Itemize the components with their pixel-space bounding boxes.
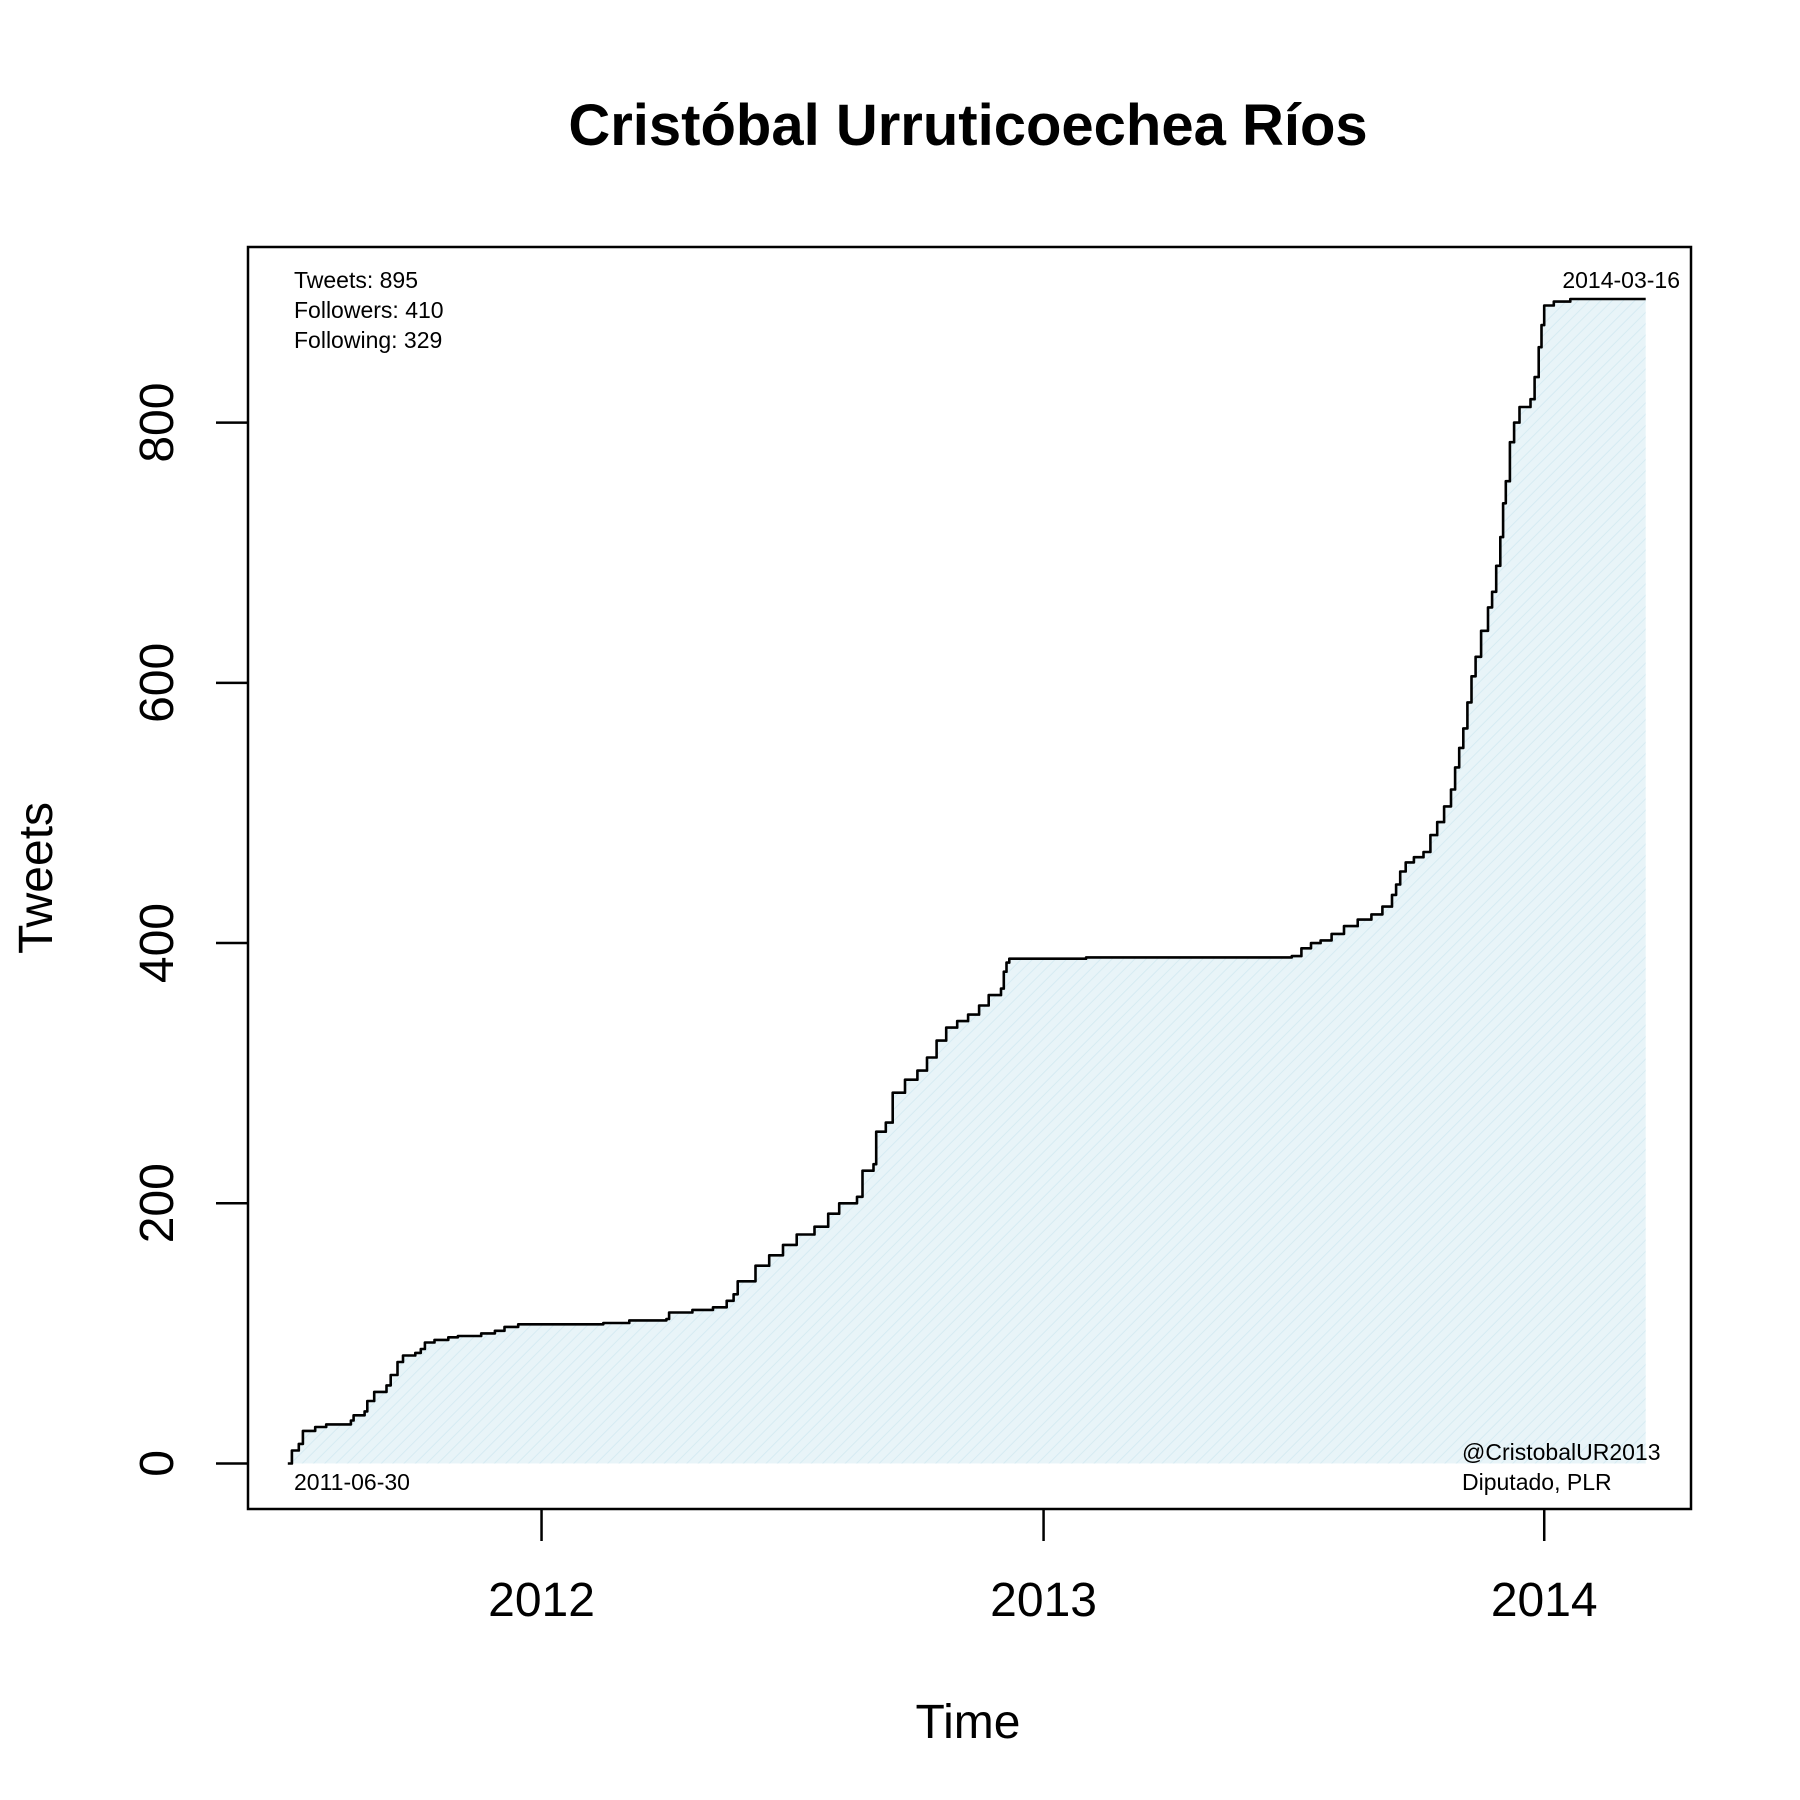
stat-following: Following: 329 [294, 327, 442, 353]
account-role: Diputado, PLR [1462, 1469, 1612, 1495]
y-tick-label-400: 400 [131, 903, 184, 983]
y-axis-title: Tweets [10, 802, 63, 954]
series-line-0 [287, 297, 1646, 1465]
account-handle: @CristobalUR2013 [1462, 1439, 1661, 1465]
start-date-label: 2011-06-30 [294, 1469, 410, 1495]
y-tick-label-0: 0 [131, 1450, 184, 1477]
x-tick-label-2013: 2013 [990, 1574, 1097, 1627]
x-tick-label-2012: 2012 [488, 1574, 595, 1627]
x-axis: 2012 2013 2014 [488, 1509, 1598, 1627]
stat-tweets: Tweets: 895 [294, 267, 418, 293]
end-date-label: 2014-03-16 [1562, 267, 1680, 293]
x-axis-title: Time [916, 1696, 1021, 1749]
series-area-0 [287, 299, 1646, 1464]
y-axis: 0 200 400 600 800 [131, 383, 248, 1477]
x-tick-label-2014: 2014 [1491, 1574, 1598, 1627]
chart-title: Cristóbal Urruticoechea Ríos [568, 93, 1367, 158]
y-tick-label-200: 200 [131, 1163, 184, 1243]
y-tick-label-600: 600 [131, 643, 184, 723]
line-layer [287, 297, 1646, 1465]
y-tick-label-800: 800 [131, 383, 184, 463]
area-layer [287, 299, 1646, 1464]
plot-frame [246, 245, 1693, 1511]
stat-followers: Followers: 410 [294, 297, 444, 323]
